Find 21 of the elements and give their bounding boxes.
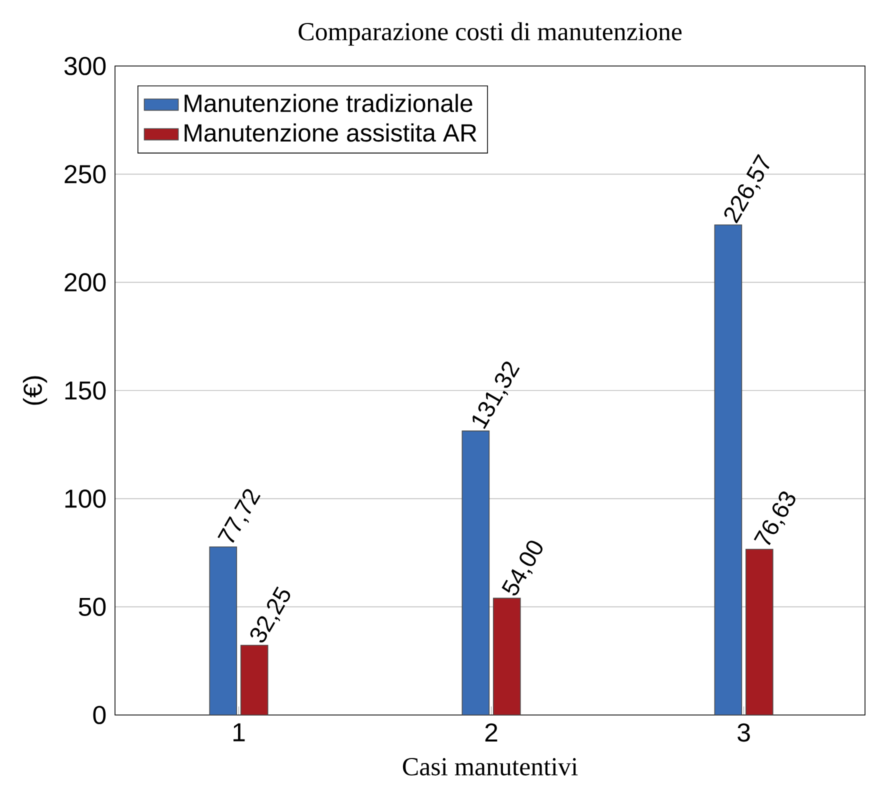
x-tick-label: 3 — [738, 723, 750, 742]
y-tick-label: 300 — [64, 56, 106, 76]
bar — [714, 224, 742, 715]
x-tick-label: 2 — [485, 723, 498, 742]
y-tick-label: 200 — [64, 273, 106, 292]
bar — [462, 430, 490, 715]
y-axis-title: (€) — [22, 376, 48, 405]
x-tick-label: 1 — [234, 723, 245, 742]
y-tick-label: 150 — [65, 381, 106, 400]
bar — [240, 644, 268, 715]
legend-label: Manutenzione tradizionale — [184, 94, 472, 112]
chart-title: Comparazione costi di manutenzione — [298, 22, 682, 46]
y-tick-label: 50 — [78, 598, 106, 616]
y-tick-label: 0 — [93, 706, 106, 724]
legend-label: Manutenzione assistita AR — [184, 123, 476, 142]
y-tick-label: 250 — [64, 164, 106, 184]
y-tick-label: 100 — [65, 489, 106, 508]
bar — [746, 548, 774, 715]
x-axis-title: Casi manutentivi — [402, 758, 578, 776]
bar — [209, 546, 238, 715]
bar — [492, 598, 521, 715]
